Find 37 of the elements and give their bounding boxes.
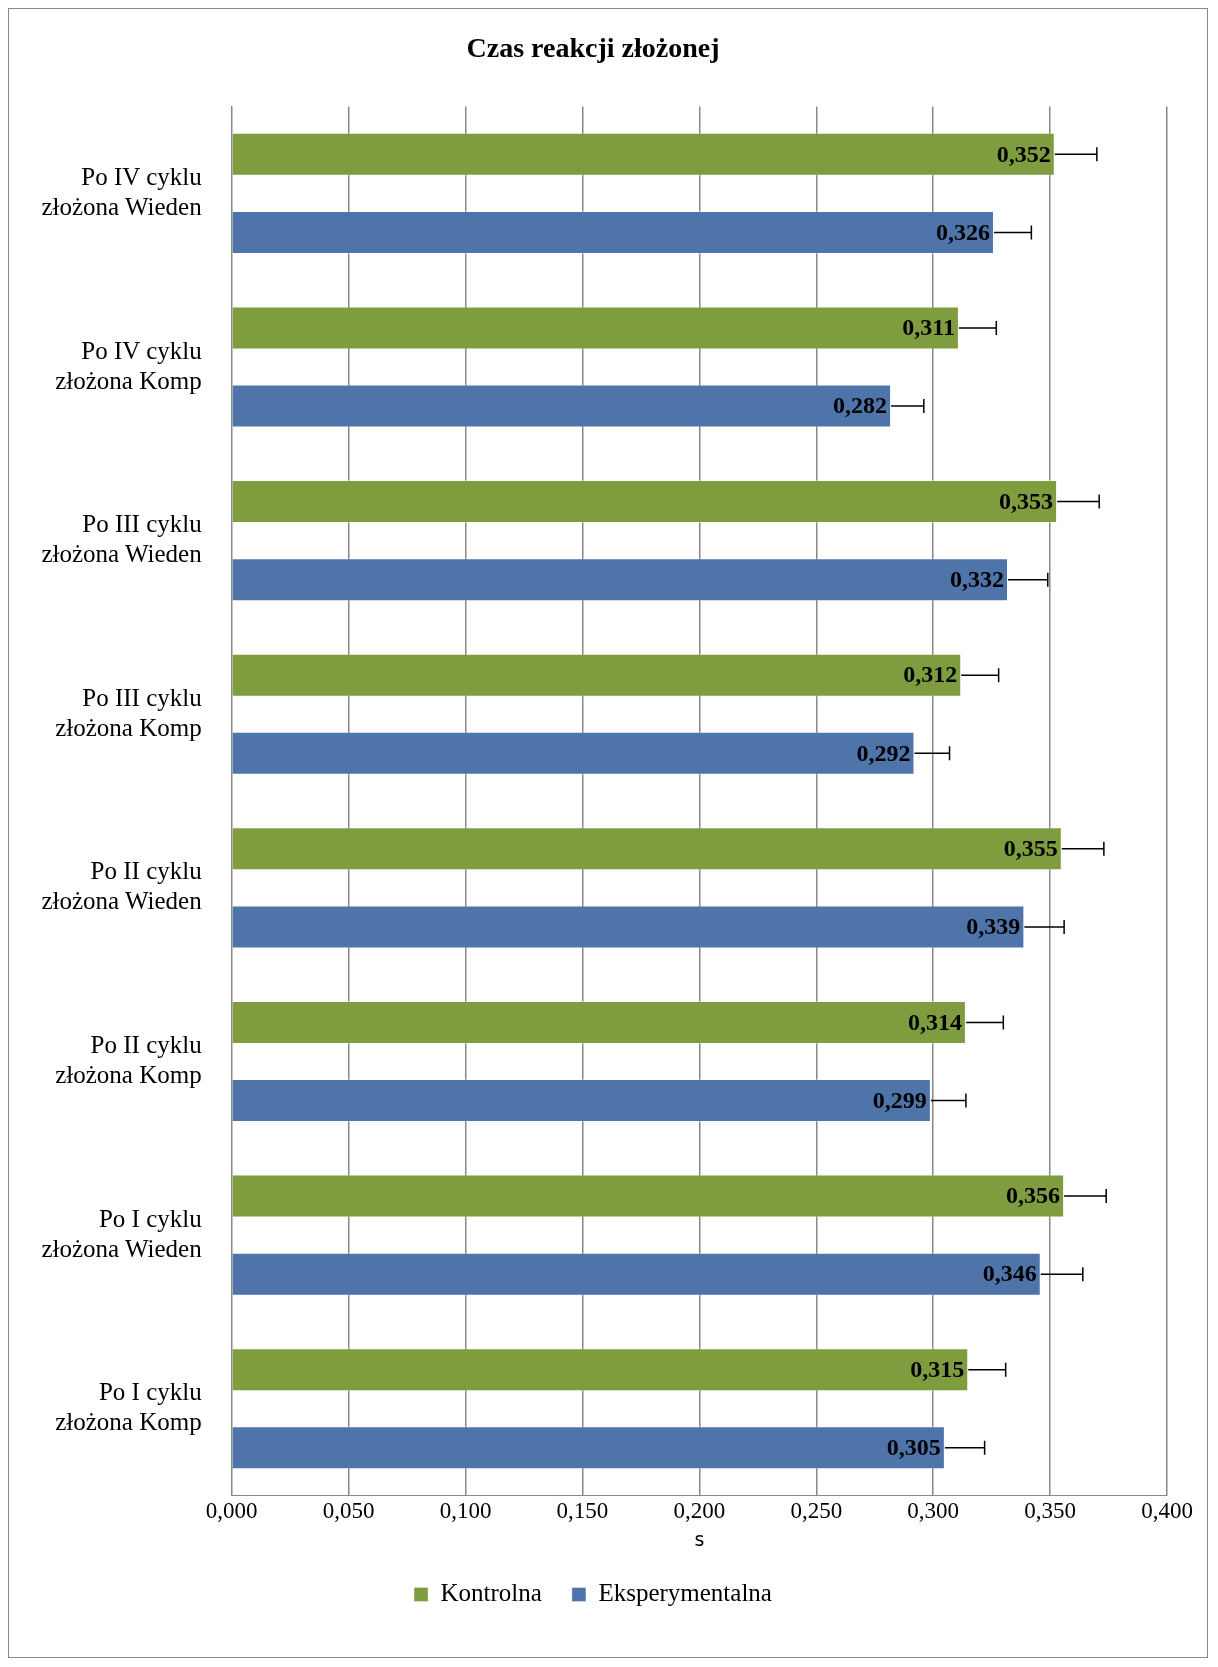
chart-title: Czas reakcji złożonej xyxy=(466,32,720,64)
y-tick-label: Po I cyklu złożona Wieden xyxy=(41,1204,203,1262)
x-tick-label: 0,350 xyxy=(1024,1498,1076,1524)
x-tick-label: 0,000 xyxy=(205,1498,258,1524)
x-tick-label: 0,100 xyxy=(439,1498,492,1524)
y-tick-label: Po III cyklu złożona Wieden xyxy=(41,510,203,568)
data-label: 0,353 xyxy=(999,487,1054,514)
data-label: 0,292 xyxy=(856,739,911,766)
legend-label: Kontrolna xyxy=(440,1579,542,1607)
y-tick-label: Po IV cyklu złożona Wieden xyxy=(41,162,203,220)
y-tick-label: Po IV cyklu złożona Komp xyxy=(55,336,203,394)
x-tick-label: 0,300 xyxy=(907,1498,960,1524)
data-label: 0,299 xyxy=(872,1086,927,1113)
data-label: 0,356 xyxy=(1006,1182,1061,1209)
data-label: 0,282 xyxy=(833,392,888,419)
data-label: 0,311 xyxy=(902,314,955,341)
x-tick-label: 0,150 xyxy=(556,1498,609,1524)
x-tick-label: 0,250 xyxy=(790,1498,843,1524)
data-label: 0,346 xyxy=(982,1260,1037,1287)
x-tick-label: 0,050 xyxy=(322,1498,375,1524)
data-label: 0,339 xyxy=(966,913,1021,940)
data-label: 0,352 xyxy=(996,140,1051,167)
data-label: 0,312 xyxy=(903,661,958,688)
x-tick-label: 0,200 xyxy=(673,1498,726,1524)
y-tick-label: Po II cyklu złożona Wieden xyxy=(41,857,203,915)
data-label: 0,355 xyxy=(1003,835,1058,862)
data-label: 0,332 xyxy=(950,565,1004,592)
y-tick-label: Po I cyklu złożona Komp xyxy=(55,1378,203,1436)
data-label: 0,314 xyxy=(907,1008,962,1035)
y-tick-label: Po III cyklu złożona Komp xyxy=(55,683,203,741)
data-label: 0,315 xyxy=(910,1355,965,1382)
y-tick-label: Po II cyklu złożona Komp xyxy=(55,1031,203,1089)
x-axis-title: s xyxy=(694,1527,705,1550)
legend-label: Eksperymentalna xyxy=(598,1579,772,1607)
x-tick-label: 0,400 xyxy=(1141,1498,1193,1524)
data-label: 0,305 xyxy=(886,1434,941,1461)
data-label: 0,326 xyxy=(935,218,990,245)
